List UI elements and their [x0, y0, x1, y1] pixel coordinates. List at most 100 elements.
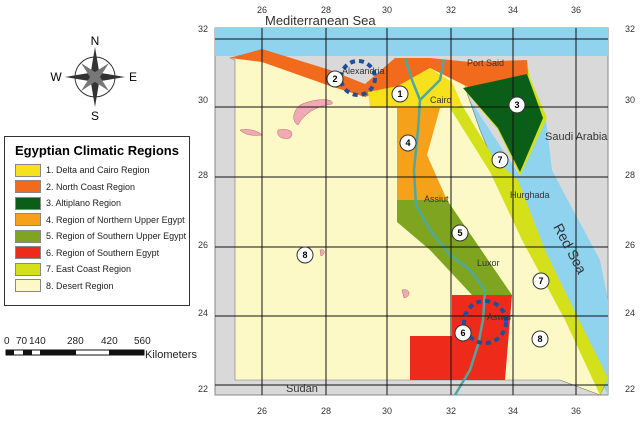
label-saudi-arabia: Saudi Arabia — [545, 131, 608, 143]
lon-label: 30 — [382, 406, 392, 416]
legend-label: 3. Altiplano Region — [46, 198, 122, 209]
lat-label: 26 — [198, 240, 208, 250]
label-cairo: Cairo — [430, 95, 452, 105]
lat-label: 22 — [198, 384, 208, 394]
label-hurghada: Hurghada — [510, 190, 550, 200]
svg-text:8: 8 — [537, 334, 542, 344]
lon-label: 34 — [508, 406, 518, 416]
legend-label: 5. Region of Southern Upper Egypt — [46, 231, 187, 242]
region-marker-2: 2 — [326, 70, 344, 88]
lon-label: 34 — [508, 5, 518, 15]
legend-item: 6. Region of Southern Egypt — [15, 245, 189, 262]
legend-item: 1. Delta and Cairo Region — [15, 162, 189, 179]
legend-swatch — [15, 213, 41, 227]
lon-label: 36 — [571, 5, 581, 15]
legend-swatch — [15, 196, 41, 210]
svg-text:1: 1 — [397, 89, 402, 99]
label-luxor: Luxor — [477, 258, 500, 268]
label-alexandria: Alexandria — [342, 66, 385, 76]
lon-label: 28 — [321, 406, 331, 416]
legend-swatch — [15, 262, 41, 276]
region-marker-1: 1 — [391, 85, 409, 103]
svg-text:5: 5 — [457, 228, 462, 238]
lat-label: 24 — [198, 308, 208, 318]
lat-label: 22 — [625, 384, 635, 394]
compass-rose: N S W E — [50, 34, 137, 123]
svg-text:140: 140 — [29, 336, 46, 347]
compass-w: W — [50, 70, 62, 84]
svg-text:4: 4 — [405, 138, 410, 148]
legend-title: Egyptian Climatic Regions — [15, 143, 179, 158]
lat-label: 32 — [198, 24, 208, 34]
label-sudan: Sudan — [286, 383, 318, 395]
svg-text:420: 420 — [101, 336, 118, 347]
lon-label: 32 — [446, 406, 456, 416]
scale-bar: 0 70 140 280 420 560 Kilometers — [4, 336, 197, 361]
region-altiplano — [463, 74, 543, 172]
region-marker-6: 6 — [454, 324, 472, 342]
legend-item: 2. North Coast Region — [15, 179, 189, 196]
lat-label: 28 — [198, 170, 208, 180]
highlight-aswan — [462, 299, 508, 345]
lat-label: 28 — [625, 170, 635, 180]
region-marker-3: 3 — [508, 96, 526, 114]
region-marker-8: 8 — [531, 330, 549, 348]
legend-item: 7. East Coast Region — [15, 261, 189, 278]
lakes — [239, 99, 410, 299]
region-marker-5: 5 — [451, 224, 469, 242]
svg-text:280: 280 — [67, 336, 84, 347]
legend-label: 4. Region of Northern Upper Egypt — [46, 214, 185, 225]
label-mediterranean: Mediterranean Sea — [265, 13, 376, 28]
lat-label: 24 — [625, 308, 635, 318]
highlight-alexandria — [339, 59, 377, 97]
lat-label: 30 — [198, 95, 208, 105]
legend-label: 1. Delta and Cairo Region — [46, 165, 150, 176]
lat-label: 26 — [625, 240, 635, 250]
lon-label: 26 — [257, 5, 267, 15]
label-port-said: Port Said — [467, 58, 504, 68]
legend-label: 6. Region of Southern Egypt — [46, 247, 160, 258]
legend-swatch — [15, 279, 41, 293]
svg-text:0: 0 — [4, 336, 10, 347]
lon-label: 30 — [382, 5, 392, 15]
legend-label: 7. East Coast Region — [46, 264, 132, 275]
svg-text:560: 560 — [134, 336, 151, 347]
graticule — [215, 28, 608, 395]
svg-text:2: 2 — [332, 74, 337, 84]
lat-label: 32 — [625, 24, 635, 34]
compass-s: S — [91, 109, 99, 123]
svg-text:8: 8 — [302, 250, 307, 260]
legend-swatch — [15, 229, 41, 243]
label-aswan: Aswan — [487, 312, 514, 322]
mediterranean-sea — [215, 28, 608, 56]
legend-swatch — [15, 180, 41, 194]
legend-swatch — [15, 163, 41, 177]
svg-text:7: 7 — [497, 155, 502, 165]
region-marker-7: 7 — [532, 272, 550, 290]
region-east-coast — [450, 105, 608, 395]
legend-label: 2. North Coast Region — [46, 181, 136, 192]
legend-item: 3. Altiplano Region — [15, 195, 189, 212]
legend-label: 8. Desert Region — [46, 280, 114, 291]
compass-n: N — [91, 34, 100, 48]
lon-label: 32 — [446, 5, 456, 15]
legend: Egyptian Climatic Regions 1. Delta and C… — [4, 136, 190, 306]
legend-item: 4. Region of Northern Upper Egypt — [15, 212, 189, 229]
lon-label: 28 — [321, 5, 331, 15]
compass-e: E — [129, 70, 137, 84]
legend-item: 5. Region of Southern Upper Egypt — [15, 228, 189, 245]
lat-label: 30 — [625, 95, 635, 105]
lon-label: 26 — [257, 406, 267, 416]
svg-text:3: 3 — [514, 100, 519, 110]
svg-text:70: 70 — [16, 336, 28, 347]
lon-label: 36 — [571, 406, 581, 416]
legend-swatch — [15, 246, 41, 260]
region-north-coast — [230, 49, 528, 97]
region-marker-4: 4 — [399, 134, 417, 152]
legend-item: 8. Desert Region — [15, 278, 189, 295]
region-marker-8: 8 — [296, 246, 314, 264]
scale-unit: Kilometers — [145, 349, 197, 361]
svg-text:6: 6 — [460, 328, 465, 338]
region-marker-7: 7 — [491, 151, 509, 169]
